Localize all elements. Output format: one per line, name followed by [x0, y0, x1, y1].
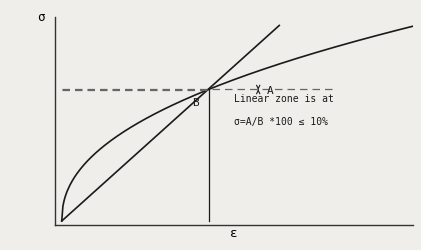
Text: σ=A/B *100 ≤ 10%: σ=A/B *100 ≤ 10% [234, 117, 328, 127]
Y-axis label: σ: σ [37, 11, 44, 24]
Text: B: B [192, 98, 199, 108]
Text: A: A [267, 85, 274, 95]
Text: Linear zone is at: Linear zone is at [234, 94, 333, 104]
X-axis label: ε: ε [230, 226, 237, 239]
